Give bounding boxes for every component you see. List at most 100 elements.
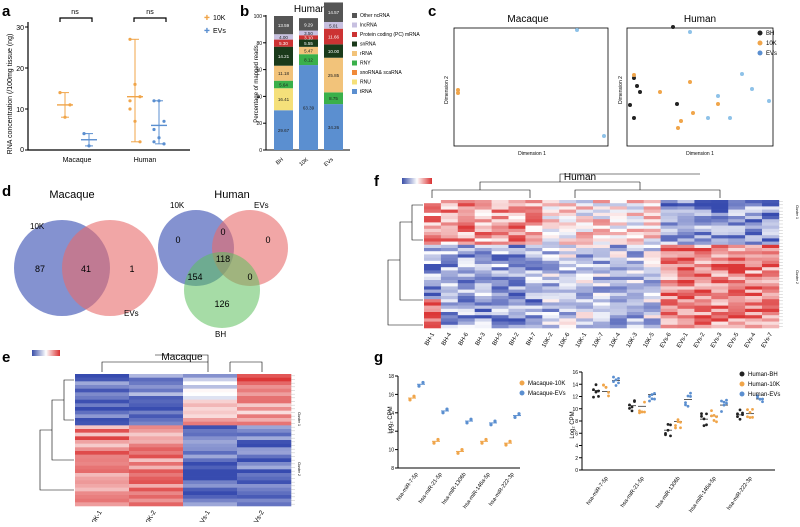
f-cell: [474, 273, 492, 278]
f-cell: [745, 257, 763, 262]
g-point: [441, 411, 445, 415]
f-cell: [542, 248, 560, 252]
f-cell: [626, 286, 644, 290]
f-cell: [457, 321, 475, 326]
f-cell: [626, 305, 644, 310]
f-cell: [542, 216, 560, 220]
f-cell: [694, 286, 712, 290]
f-col-label: EVs-5: [727, 331, 741, 349]
f-cell: [694, 235, 712, 239]
f-cell: [508, 276, 526, 281]
c-point: [691, 111, 695, 115]
f-cell: [728, 212, 746, 217]
e-cell: [75, 436, 130, 441]
f-cell: [609, 305, 628, 310]
g-point: [748, 416, 752, 419]
g-point: [666, 422, 670, 426]
f-cell: [525, 244, 543, 249]
g-legend-dot-mac10k: [519, 380, 525, 386]
d-mac-count-evs: 1: [129, 264, 134, 274]
f-cell: [643, 283, 661, 287]
g-legend-dot-macevs: [519, 390, 525, 396]
f-cell: [609, 321, 628, 326]
f-cell: [424, 203, 442, 207]
b-bar-segment: [299, 39, 318, 47]
f-cell: [542, 308, 560, 313]
f-cell: [694, 318, 712, 322]
f-cell: [559, 200, 577, 204]
b-ytick: 0: [259, 148, 262, 154]
f-cell: [711, 225, 729, 230]
f-cell: [457, 270, 475, 274]
e-cell: [75, 414, 130, 419]
b-bar-label: 14.57: [328, 10, 340, 15]
f-cell: [711, 296, 729, 300]
f-cell: [762, 270, 780, 274]
f-cell: [457, 219, 475, 223]
f-cell: [424, 267, 442, 271]
e-cell: [129, 388, 184, 393]
f-cell: [609, 238, 628, 242]
f-cell: [711, 203, 729, 207]
f-cell: [508, 206, 526, 210]
f-cell: [728, 206, 746, 210]
e-cell: [75, 462, 130, 466]
f-cell: [576, 212, 594, 217]
g-point: [669, 434, 672, 438]
g-point: [700, 414, 703, 418]
f-cell: [660, 222, 678, 226]
e-cell: [129, 487, 184, 492]
f-cell: [626, 206, 644, 210]
f-cell: [542, 296, 560, 300]
f-cell: [593, 302, 611, 306]
g-point: [746, 408, 749, 412]
f-cell: [491, 248, 509, 252]
f-cell: [576, 260, 594, 265]
f-cell: [474, 235, 492, 239]
f-cell: [576, 324, 594, 329]
f-cell: [525, 200, 543, 204]
e-cell: [75, 377, 130, 382]
f-cell: [559, 305, 577, 310]
f-cell: [593, 216, 611, 220]
f-cell: [440, 209, 459, 214]
b-xtick: EVs: [323, 157, 335, 168]
f-cell: [728, 260, 746, 265]
f-cell: [457, 257, 475, 262]
e-cell: [237, 476, 292, 481]
f-cell: [694, 264, 712, 268]
g-point: [700, 412, 703, 416]
f-cell: [677, 248, 695, 252]
g-point: [761, 397, 764, 401]
g-point: [469, 417, 473, 421]
f-cell: [677, 318, 695, 322]
f-heatmap: [424, 200, 783, 329]
f-cell: [643, 251, 661, 255]
f-cell: [542, 238, 560, 242]
f-cell: [440, 305, 459, 310]
e-cell: [237, 454, 292, 459]
f-cell: [643, 321, 661, 326]
f-cell: [643, 248, 661, 252]
f-cell: [440, 203, 459, 207]
e-cell: [129, 447, 184, 452]
g-point: [738, 408, 742, 412]
f-cell: [542, 260, 560, 265]
a-point: [152, 99, 156, 103]
f-cell: [576, 264, 594, 268]
f-cell: [762, 225, 780, 230]
a-legend-marker-10k: ✚: [204, 14, 210, 22]
f-cell: [508, 232, 526, 236]
f-cell: [525, 324, 543, 329]
f-cell: [440, 254, 459, 258]
e-cell: [237, 436, 292, 441]
f-cell: [491, 200, 509, 204]
f-cell: [474, 216, 492, 220]
g-point: [722, 403, 726, 407]
g-ytick-left: 18: [388, 374, 394, 380]
e-cell: [75, 495, 130, 499]
f-cell: [660, 276, 678, 281]
f-cell: [711, 244, 729, 249]
f-cell: [694, 244, 712, 249]
f-cell: [694, 299, 712, 303]
